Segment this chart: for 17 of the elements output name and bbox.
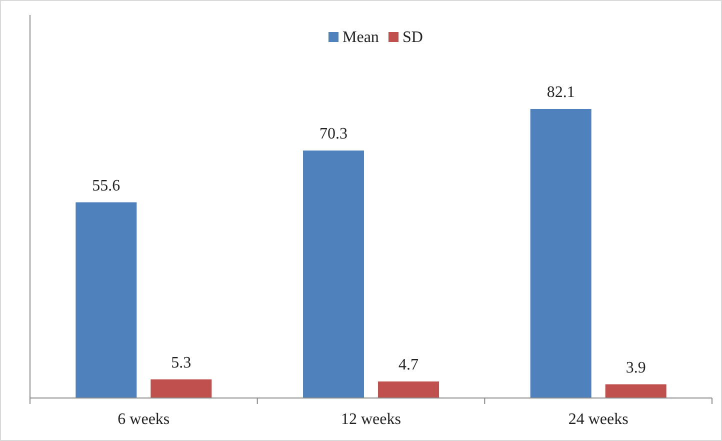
bar [76,202,137,398]
bar [605,384,666,398]
legend-label: Mean [342,29,379,46]
data-label: 4.7 [398,356,418,374]
data-label: 70.3 [320,126,348,143]
data-label: 55.6 [92,177,120,194]
data-label: 82.1 [546,84,575,101]
x-tick-label: 12 weeks [341,411,401,428]
bar [303,150,364,398]
legend-label: SD [402,29,423,46]
x-tick-label: 24 weeks [568,411,628,428]
bar [378,381,439,398]
bar [530,109,592,398]
data-label: 3.9 [626,359,646,376]
data-label: 5.3 [171,354,192,372]
x-tick-label: 6 weeks [118,411,170,428]
bar [150,379,212,398]
